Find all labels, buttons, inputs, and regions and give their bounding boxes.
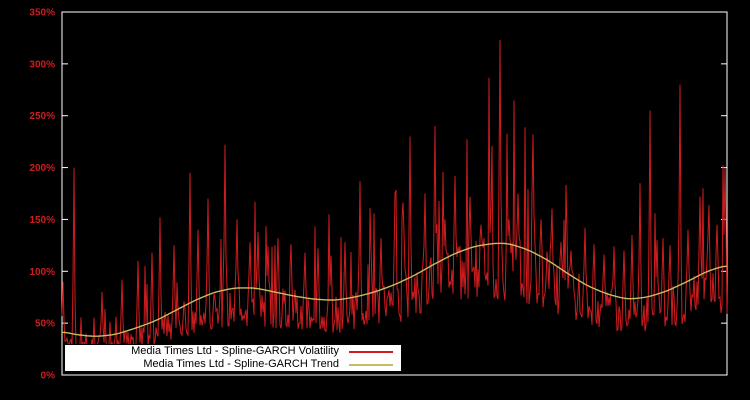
legend-line-sample-trend: [349, 363, 393, 366]
plot-frame: [61, 11, 728, 376]
trend-series-line: [61, 242, 728, 337]
legend-label-trend: Media Times Ltd - Spline-GARCH Trend: [143, 358, 339, 370]
legend-label-volatility: Media Times Ltd - Spline-GARCH Volatilit…: [131, 345, 339, 357]
volatility-series-line: [61, 39, 728, 348]
legend-line-sample-volatility: [349, 350, 393, 353]
chart-legend: Media Times Ltd - Spline-GARCH Volatilit…: [64, 344, 402, 372]
y-axis-tick-label: 300%: [29, 59, 55, 70]
legend-item-trend: Media Times Ltd - Spline-GARCH Trend: [65, 358, 401, 371]
y-axis-tick-label: 250%: [29, 111, 55, 122]
legend-item-volatility: Media Times Ltd - Spline-GARCH Volatilit…: [65, 345, 401, 358]
y-axis-tick-label: 150%: [29, 215, 55, 226]
y-axis-tick-label: 100%: [29, 267, 55, 278]
y-axis-tick-label: 350%: [29, 8, 55, 19]
y-axis-tick-label: 0%: [41, 371, 56, 382]
y-axis-tick-label: 200%: [29, 163, 55, 174]
y-axis-tick-label: 50%: [35, 319, 55, 330]
